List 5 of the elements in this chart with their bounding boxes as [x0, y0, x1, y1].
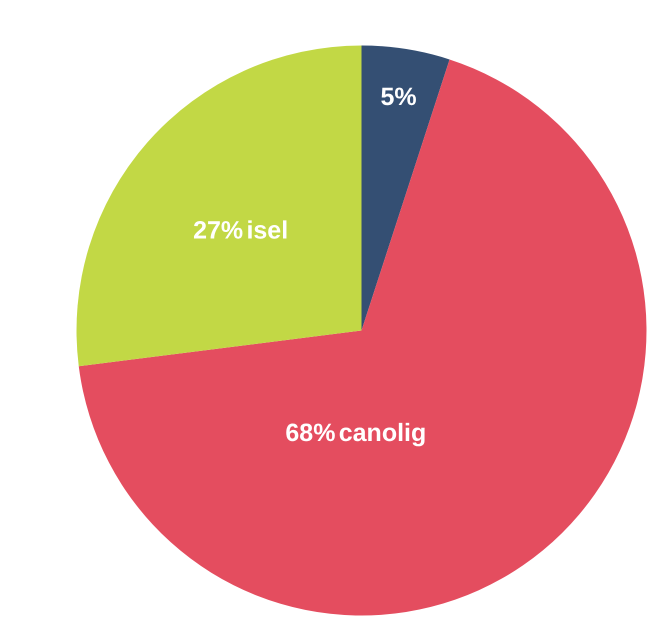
data-label: 5%	[380, 82, 417, 111]
slice-label: canolig	[338, 419, 426, 448]
data-label: 68%	[285, 419, 336, 448]
slice-label: isel	[246, 216, 288, 245]
data-label: 27%	[193, 216, 244, 245]
